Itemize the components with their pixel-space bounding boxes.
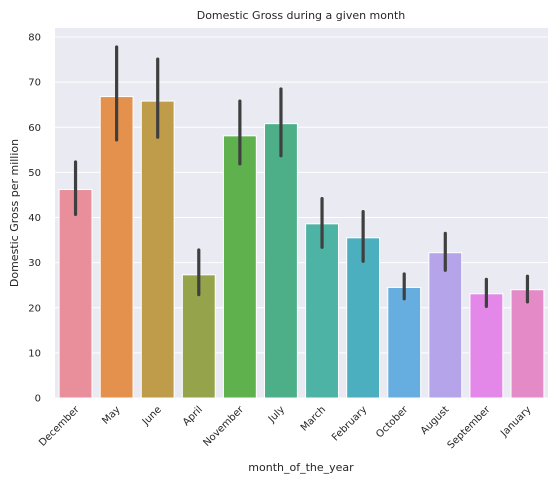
x-tick-label: June [140,404,164,428]
x-axis-label: month_of_the_year [248,461,354,474]
y-tick-label: 70 [28,78,41,89]
chart-title: Domestic Gross during a given month [197,9,406,22]
bar-february [346,237,381,399]
x-tick-label: February [330,404,369,443]
y-tick-label: 50 [28,168,41,179]
x-tick-label: December [37,404,82,449]
x-tick-label: March [299,404,328,433]
bar-october [387,286,422,399]
x-tick-label: May [100,404,122,426]
bar-may [99,96,134,399]
x-tick-label: April [181,404,205,428]
plot-area [55,28,548,398]
y-tick-labels: 0 10 20 30 40 50 60 70 80 [28,33,41,405]
bar-september [469,293,504,399]
bar-december [58,189,93,399]
error-bars [73,45,530,309]
x-tick-label: August [419,404,452,437]
gridlines [55,36,548,399]
y-axis-label: Domestic Gross per million [8,139,21,287]
y-tick-label: 0 [35,394,41,405]
bar-august [428,252,463,399]
y-tick-label: 30 [28,258,41,269]
x-tick-label: October [374,404,411,441]
bar-march [305,223,339,399]
y-tick-label: 20 [28,303,41,314]
x-tick-label: January [498,404,533,439]
y-tick-label: 40 [28,213,41,224]
y-tick-label: 60 [28,123,41,134]
x-tick-label: November [201,404,246,449]
bar-january [510,289,545,399]
y-tick-label: 10 [28,348,41,359]
bar-july [264,123,298,399]
y-tick-label: 80 [28,33,41,44]
bar-june [140,100,175,399]
x-tick-label: September [446,404,493,451]
bar-november [222,135,257,399]
x-tick-label: July [266,404,287,425]
bars [58,96,545,399]
